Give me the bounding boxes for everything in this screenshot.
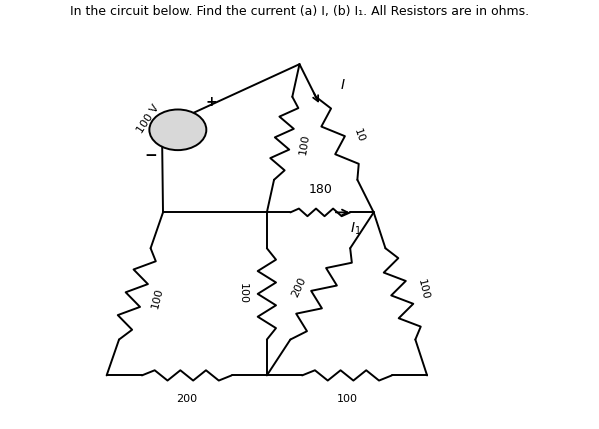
Text: +: + — [205, 95, 217, 109]
Text: 100: 100 — [238, 284, 248, 305]
Text: 200: 200 — [176, 394, 197, 404]
Circle shape — [149, 109, 206, 150]
Text: 10: 10 — [352, 127, 367, 144]
Text: 100: 100 — [416, 279, 431, 302]
Text: $I_1$: $I_1$ — [350, 220, 361, 237]
Text: 100 V: 100 V — [135, 103, 161, 136]
Text: 100: 100 — [337, 394, 358, 404]
Text: $I$: $I$ — [340, 78, 346, 91]
Text: In the circuit below. Find the current (a) I, (b) I₁. All Resistors are in ohms.: In the circuit below. Find the current (… — [70, 5, 529, 18]
Text: 180: 180 — [308, 183, 332, 196]
Text: 100: 100 — [150, 287, 165, 309]
Text: 100: 100 — [298, 133, 311, 155]
Text: 200: 200 — [290, 275, 308, 299]
Text: −: − — [144, 148, 157, 163]
